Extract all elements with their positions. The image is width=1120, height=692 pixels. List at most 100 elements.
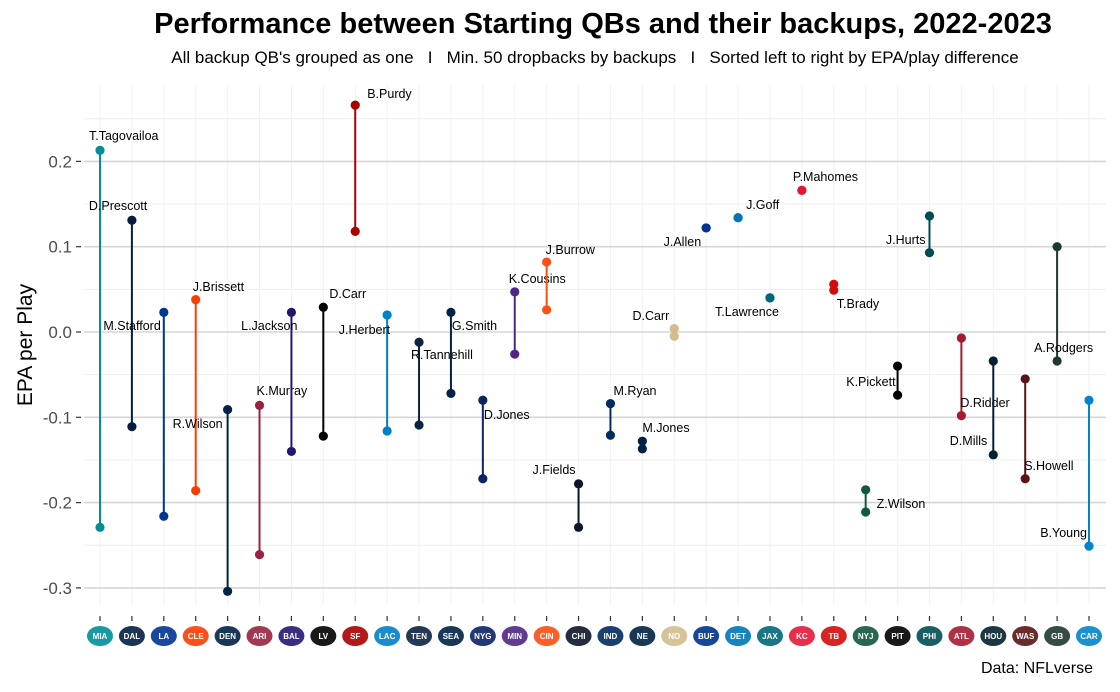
backup-point [956,410,966,421]
team-logo-shape [150,626,177,646]
steelers-logo: PIT [884,626,911,646]
team-logo-shape [629,626,656,646]
backup-point [223,586,233,596]
team-logo-shape [469,626,496,646]
team-logo-shape [820,626,847,646]
texans-logo: HOU [980,626,1007,646]
team-logo-shape [948,626,975,646]
starter-point [478,395,488,405]
team-abbr: LA [158,632,169,641]
team-abbr: DET [730,632,746,641]
team-abbr: PIT [891,632,904,641]
team-abbr: LAC [379,632,396,641]
jets-logo: NYJ [852,626,879,646]
qb-label: A.Rodgers [1034,341,1093,355]
patriots-logo: NE [629,626,656,646]
team-abbr: BAL [283,632,300,641]
dumbbell-kc: P.Mahomes [793,170,858,196]
team-logo-shape [980,626,1007,646]
backup-point [350,226,360,236]
falcons-logo: ATL [948,626,975,646]
starter-point [1084,541,1094,551]
dumbbell-lac: J.Herbert [339,310,392,436]
panthers-logo: CAR [1076,626,1102,646]
y-axis: -0.3 -0.2 -0.1 0.0 0.1 0.2 [43,152,81,598]
starter-point [223,405,233,415]
team-abbr: WAS [1016,632,1035,641]
qb-label: T.Brady [837,297,880,311]
jaguars-logo: JAX [756,626,783,646]
team-abbr: DAL [124,632,141,641]
qb-label: D.Mills [950,434,988,448]
starter-point [733,213,743,223]
qb-label: J.Allen [664,235,702,249]
qb-label: M.Jones [642,421,689,435]
team-logo-shape [597,626,624,646]
starter-point [924,211,935,221]
dumbbell-mia: T.Tagovailoa [89,129,159,532]
team-logo-shape [182,626,209,646]
starter-point [95,145,105,155]
starter-point [382,310,392,320]
dolphins-logo: MIA [87,626,113,646]
team-abbr: IND [604,632,618,641]
backup-point [191,486,201,496]
team-abbr: SEA [443,632,460,641]
chiefs-logo: KC [788,626,815,646]
qb-label: G.Smith [452,319,497,333]
starter-point [861,485,871,495]
bengals-logo: CIN [533,626,560,646]
backup-point [605,430,616,440]
qb-label: K.Pickett [846,375,896,389]
starter-point [892,361,903,371]
team-abbr: MIA [93,632,108,641]
starter-point [669,323,679,334]
starter-point [510,287,520,297]
starter-point [637,436,647,446]
backup-point [669,331,679,341]
dumbbell-ind: M.Ryan [605,384,657,440]
starter-point [254,400,265,410]
dumbbell-car: B.Young [1040,395,1094,551]
team-logo-shape [437,626,464,646]
seahawks-logo: SEA [437,626,464,646]
team-logo-shape [884,626,911,646]
team-abbr: CIN [540,632,554,641]
starter-point [765,293,775,303]
vikings-logo: MIN [501,626,528,646]
backup-point [637,444,647,454]
backup-point [478,474,488,484]
cowboys-logo: DAL [118,626,145,646]
starter-point [988,356,998,366]
cardinals-logo: ARI [246,626,273,646]
starter-point [573,479,584,489]
team-logo-shape [565,626,592,646]
qb-label: J.Burrow [546,243,596,257]
team-logo-shape [533,626,560,646]
team-logo-shape [725,626,752,646]
dumbbell-tb: T.Brady [829,279,880,311]
qb-label: K.Cousins [509,272,566,286]
starter-point [956,333,966,343]
x-axis: MIA DAL LA CLE DEN ARI BAL LV SF LAC TEN SEA NYG MIN C… [87,616,1102,646]
browns-logo: CLE [182,626,209,646]
team-abbr: PHI [923,632,936,641]
packers-logo: GB [1044,626,1071,646]
backup-point [542,305,552,315]
starter-point [191,294,201,305]
team-abbr: ARI [253,632,267,641]
chart-caption: Data: NFLverse [980,660,1093,677]
marks: T.Tagovailoa D.Prescott M.Stafford J.Brisse… [89,87,1094,596]
team-abbr: NYJ [858,632,874,641]
y-tick-label: 0.1 [48,238,72,257]
backup-point [382,426,392,436]
backup-point [95,522,105,532]
dumbbell-buf: J.Allen [664,223,711,249]
backup-point [446,388,456,399]
dumbbell-was: S.Howell [1020,374,1074,484]
dumbbell-cin: J.Burrow [542,243,596,315]
backup-point [286,446,297,457]
team-logo-shape [916,626,943,646]
backup-point [988,450,998,460]
backup-point [1084,395,1094,405]
